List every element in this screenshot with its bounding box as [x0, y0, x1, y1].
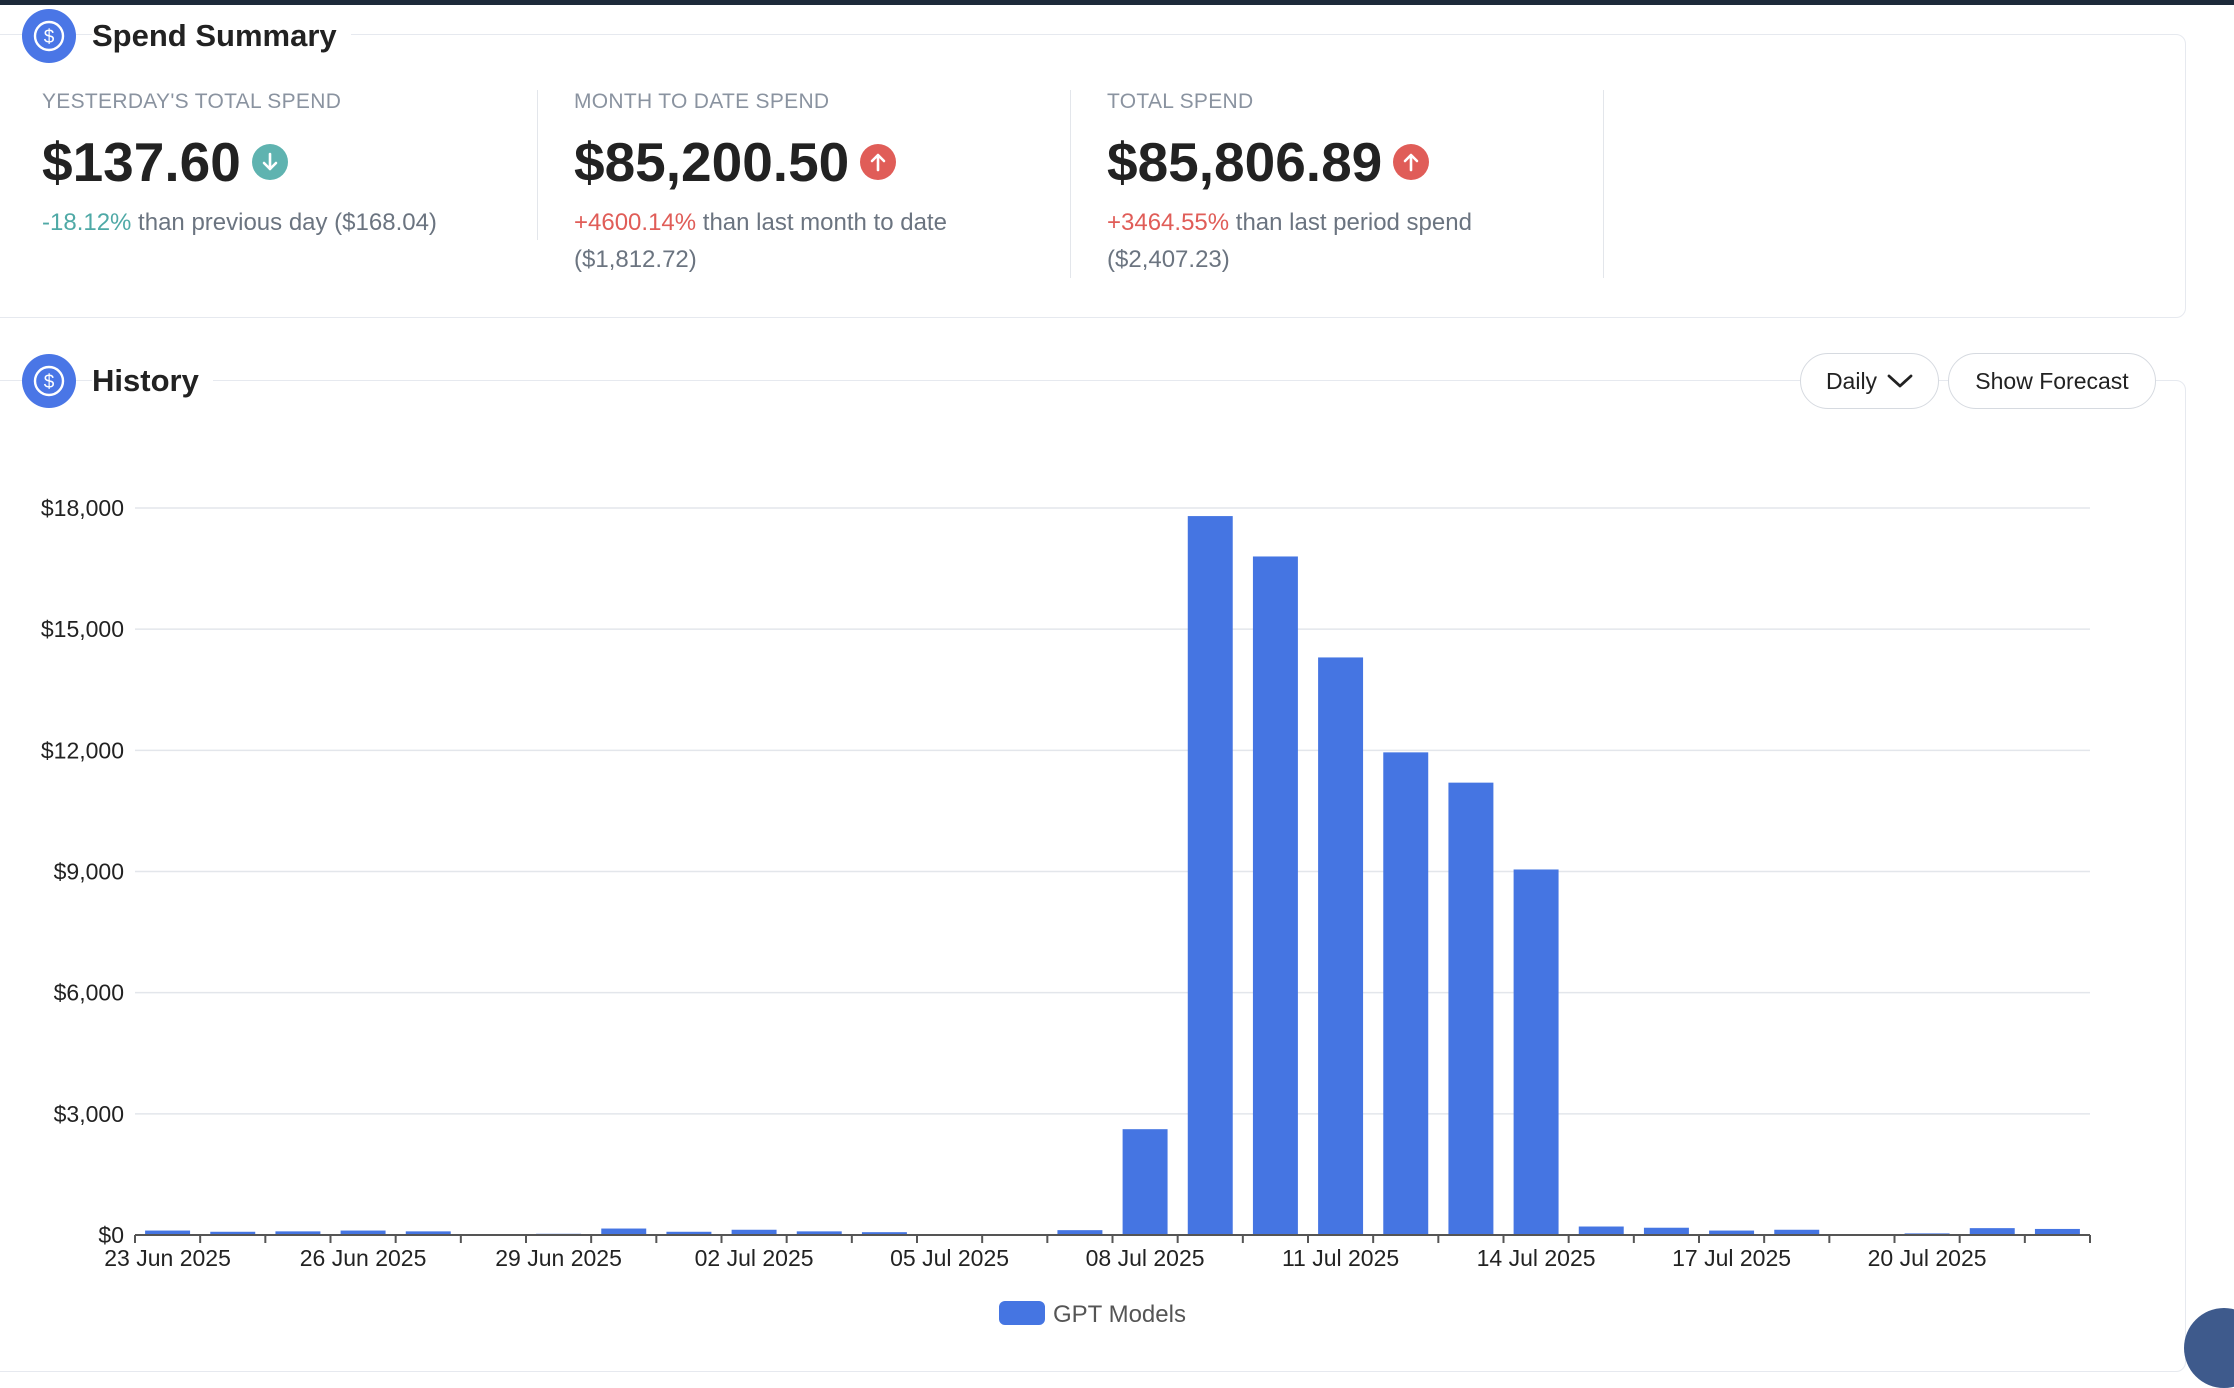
stat-month-to-date: MONTH TO DATE SPEND $85,200.50 +4600.14%…: [574, 90, 1014, 280]
bar: [1187, 516, 1233, 1235]
bar: [275, 1231, 321, 1235]
y-tick-label: $6,000: [54, 980, 124, 1006]
stat-comparison-text: than previous day ($168.04): [131, 209, 437, 236]
stat-comparison-text: than last period spend ($2,407.23): [1107, 209, 1472, 273]
y-tick-label: $15,000: [41, 616, 124, 642]
stat-comparison: +4600.14% than last month to date ($1,81…: [574, 204, 1014, 278]
stat-label: TOTAL SPEND: [1107, 90, 1254, 113]
spend-summary-header: $ Spend Summary: [22, 9, 351, 63]
interval-dropdown-label: Daily: [1825, 367, 1878, 394]
svg-text:$: $: [44, 27, 55, 48]
bar: [1578, 1226, 1624, 1235]
dollar-circle-icon: $: [22, 354, 76, 408]
bar: [1122, 1129, 1168, 1235]
y-tick-label: $18,000: [41, 495, 124, 521]
interval-dropdown[interactable]: Daily: [1800, 353, 1939, 409]
stat-value: $137.60: [42, 131, 241, 193]
spend-summary-card: [0, 34, 2186, 318]
y-tick-label: $3,000: [54, 1101, 124, 1127]
bar: [405, 1231, 451, 1235]
stat-value: $85,200.50: [574, 131, 850, 193]
x-tick-label: 08 Jul 2025: [1086, 1245, 1205, 1271]
bar: [1057, 1230, 1103, 1235]
x-tick-label: 20 Jul 2025: [1868, 1245, 1987, 1271]
stat-total: TOTAL SPEND $85,806.89 +3464.55% than la…: [1107, 90, 1547, 280]
history-title: History: [92, 363, 213, 399]
stat-divider: [537, 90, 538, 240]
stat-comparison-text: than last month to date ($1,812.72): [574, 209, 947, 273]
stat-percent: +4600.14%: [574, 209, 697, 236]
spend-history-chart: $0 $3,000 $6,000 $9,000 $12,000 $15,000 $18,00…: [41, 495, 2091, 1328]
bar: [1513, 869, 1559, 1235]
stat-comparison: -18.12% than previous day ($168.04): [42, 204, 482, 241]
stat-yesterday: YESTERDAY'S TOTAL SPEND $137.60 -18.12% …: [42, 90, 482, 280]
bar: [210, 1231, 256, 1235]
stat-divider: [1603, 90, 1604, 278]
bar: [1643, 1227, 1689, 1235]
bar: [1969, 1228, 2015, 1235]
stat-percent: +3464.55%: [1107, 209, 1230, 236]
bar: [1448, 782, 1494, 1235]
y-tick-label: $0: [98, 1222, 124, 1248]
bar: [731, 1229, 777, 1235]
svg-text:$: $: [44, 372, 55, 393]
show-forecast-label: Show Forecast: [1975, 367, 2129, 394]
x-tick-label: 11 Jul 2025: [1282, 1245, 1399, 1271]
legend-swatch: [999, 1301, 1045, 1325]
stat-value: $85,806.89: [1107, 131, 1383, 193]
bar: [340, 1230, 386, 1235]
arrow-down-icon: [251, 144, 288, 180]
bar: [666, 1231, 712, 1235]
x-tick-label: 14 Jul 2025: [1477, 1245, 1596, 1271]
chevron-down-icon: [1887, 373, 1913, 389]
arrow-up-icon: [1393, 144, 1430, 180]
bar: [145, 1230, 191, 1235]
stat-divider: [1070, 90, 1071, 278]
history-header: $ History: [22, 354, 213, 408]
bar: [1318, 657, 1364, 1235]
stat-percent: -18.12%: [42, 209, 132, 236]
stat-comparison: +3464.55% than last period spend ($2,407…: [1107, 204, 1547, 278]
stat-label: YESTERDAY'S TOTAL SPEND: [42, 90, 342, 113]
bar: [2034, 1228, 2080, 1235]
bar: [861, 1232, 907, 1235]
bar: [601, 1228, 647, 1235]
spend-summary-title: Spend Summary: [92, 18, 351, 54]
x-tick-label: 23 Jun 2025: [104, 1245, 231, 1271]
arrow-up-icon: [860, 144, 897, 180]
x-tick-label: 29 Jun 2025: [495, 1245, 622, 1271]
show-forecast-button[interactable]: Show Forecast: [1948, 353, 2156, 409]
bar: [796, 1231, 842, 1235]
bar: [1383, 752, 1429, 1235]
legend-label: GPT Models: [1053, 1301, 1186, 1328]
stat-label: MONTH TO DATE SPEND: [574, 90, 830, 113]
x-tick-label: 05 Jul 2025: [890, 1245, 1009, 1271]
top-bar: [0, 0, 2234, 5]
y-tick-label: $12,000: [41, 737, 124, 763]
dollar-circle-icon: $: [22, 9, 76, 63]
x-tick-label: 17 Jul 2025: [1672, 1245, 1791, 1271]
bar: [1709, 1230, 1755, 1235]
y-tick-label: $9,000: [54, 859, 124, 885]
x-tick-label: 26 Jun 2025: [300, 1245, 427, 1271]
x-tick-label: 02 Jul 2025: [695, 1245, 814, 1271]
bar: [1774, 1229, 1820, 1235]
bar: [1252, 556, 1298, 1235]
